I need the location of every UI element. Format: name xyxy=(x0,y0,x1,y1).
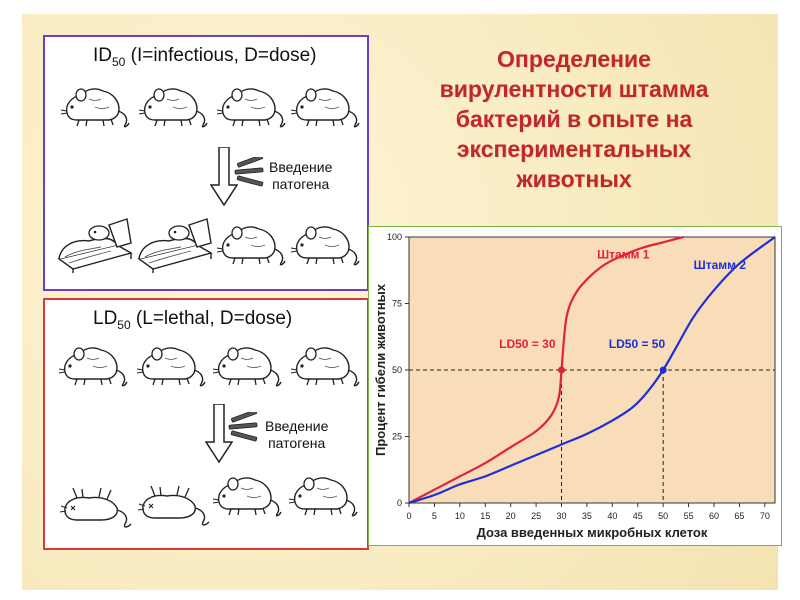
mouse-icon xyxy=(289,83,361,129)
x-tick-label: 25 xyxy=(531,511,541,521)
x-tick-label: 40 xyxy=(607,511,617,521)
x-tick-label: 45 xyxy=(633,511,643,521)
ld50-point-1 xyxy=(558,366,565,374)
sick-mouse-in-bed-icon xyxy=(55,215,135,273)
ld50-label-2: LD50 = 50 xyxy=(609,337,666,351)
dead-mouse-icon xyxy=(133,484,213,532)
sick-mouse-in-bed-icon xyxy=(135,215,215,273)
x-tick-label: 35 xyxy=(582,511,592,521)
mouse-icon xyxy=(289,221,361,267)
y-tick-label: 100 xyxy=(387,232,402,242)
syringe-icon xyxy=(225,412,265,446)
y-tick-label: 75 xyxy=(392,299,402,309)
chart-svg: 0 5 10 15 20 25 30 35 40 45 50 55 60 65 70 0 25 50 75 100 До… xyxy=(373,232,776,540)
panel-ld50: LD50 (L=lethal, D=dose) Введение патогена xyxy=(43,298,369,550)
title-sub: 50 xyxy=(117,317,131,332)
mouse-icon xyxy=(211,342,283,388)
x-tick-label: 10 xyxy=(455,511,465,521)
headline-line: вирулентности штамма xyxy=(439,76,709,102)
mouse-icon xyxy=(211,472,283,518)
intro-line-2: патогена xyxy=(268,435,326,451)
headline-line: бактерий в опыте на xyxy=(455,106,693,132)
x-tick-label: 50 xyxy=(658,511,668,521)
ld50-label-1: LD50 = 30 xyxy=(499,337,556,351)
title-main: ID xyxy=(93,45,112,66)
panel-id50: ID50 (I=infectious, D=dose) Введение пато… xyxy=(43,35,369,291)
title-sub: 50 xyxy=(112,54,126,69)
syringe-icon xyxy=(231,157,271,191)
x-axis-label: Доза введенных микробных клеток xyxy=(477,525,708,540)
mouse-icon xyxy=(215,221,287,267)
x-tick-label: 65 xyxy=(734,511,744,521)
headline-line: экспериментальных xyxy=(456,136,692,162)
series-line-2 xyxy=(408,236,776,505)
y-tick-label: 0 xyxy=(397,498,402,508)
title-rest: (L=lethal, D=dose) xyxy=(130,308,293,329)
headline-line: животных xyxy=(516,166,632,192)
mouse-icon xyxy=(289,342,361,388)
headline-line: Определение xyxy=(497,46,651,72)
x-tick-label: 55 xyxy=(684,511,694,521)
x-tick-label: 60 xyxy=(709,511,719,521)
x-tick-label: 15 xyxy=(480,511,490,521)
y-tick-label: 50 xyxy=(392,365,402,375)
mouse-icon xyxy=(215,83,287,129)
dead-mouse-icon xyxy=(55,486,135,534)
intro-line-1: Введение xyxy=(269,159,333,175)
mouse-icon xyxy=(135,342,207,388)
x-tick-label: 20 xyxy=(506,511,516,521)
mouse-icon xyxy=(59,83,131,129)
series-label-2: Штамм 2 xyxy=(694,258,747,272)
x-tick-label: 70 xyxy=(760,511,770,521)
intro-line-1: Введение xyxy=(265,418,329,434)
intro-line-2: патогена xyxy=(272,176,330,192)
y-axis-label: Процент гибели животных xyxy=(373,283,388,456)
panel-id50-title: ID50 (I=infectious, D=dose) xyxy=(93,45,317,69)
ld50-point-2 xyxy=(659,366,667,374)
mouse-icon xyxy=(287,472,359,518)
y-tick-label: 25 xyxy=(392,432,402,442)
intro-label: Введение патогена xyxy=(269,159,332,193)
x-tick-label: 0 xyxy=(406,511,411,521)
mouse-icon xyxy=(57,342,129,388)
title-main: LD xyxy=(93,308,118,329)
x-tick-label: 5 xyxy=(432,511,437,521)
panel-ld50-title: LD50 (L=lethal, D=dose) xyxy=(93,308,292,332)
x-tick-label: 30 xyxy=(556,511,566,521)
series-label-1: Штамм 1 xyxy=(597,247,650,261)
slide-headline: Определение вирулентности штамма бактери… xyxy=(384,44,764,194)
intro-label: Введение патогена xyxy=(265,418,328,452)
title-rest: (I=infectious, D=dose) xyxy=(125,45,317,66)
series-line-1 xyxy=(408,235,684,504)
mouse-icon xyxy=(137,83,209,129)
ld50-chart: 0 5 10 15 20 25 30 35 40 45 50 55 60 65 70 0 25 50 75 100 До… xyxy=(368,226,782,546)
